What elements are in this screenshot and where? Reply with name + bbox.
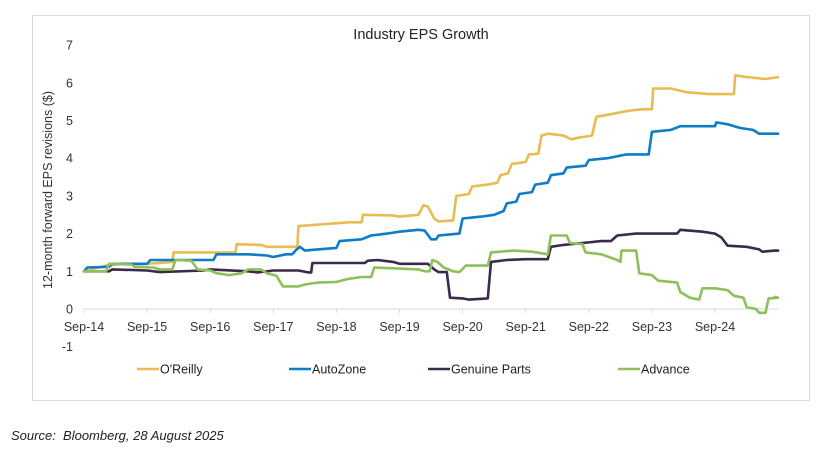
y-tick-label: 2 xyxy=(66,227,73,241)
series-line-genuine-parts xyxy=(82,228,780,301)
legend-item: Genuine Parts xyxy=(428,363,531,377)
legend-label: O'Reilly xyxy=(160,363,203,377)
x-tick-label: Sep-24 xyxy=(695,320,735,334)
legend: O'Reilly AutoZone Genuine Parts Advance xyxy=(137,363,690,377)
y-tick-label: 5 xyxy=(66,114,73,128)
x-tick-label: Sep-16 xyxy=(190,320,230,334)
x-tick-label: Sep-19 xyxy=(379,320,419,334)
legend-item: Advance xyxy=(618,363,690,377)
series-line-o-reilly xyxy=(82,74,780,273)
x-tick-label: Sep-21 xyxy=(506,320,546,334)
y-axis-ticks: -1 0 1 2 3 4 5 6 7 xyxy=(62,39,73,355)
y-axis-title: 12-month forward EPS revisions ($) xyxy=(41,91,55,289)
y-tick-label: -1 xyxy=(62,340,73,354)
legend-item: O'Reilly xyxy=(137,363,203,377)
legend-label: Genuine Parts xyxy=(451,363,531,377)
series-line-autozone xyxy=(82,121,780,273)
x-tick-label: Sep-18 xyxy=(316,320,356,334)
x-axis: Sep-14 Sep-15 Sep-16 Sep-17 Sep-18 Sep-19 Sep-… xyxy=(64,308,779,334)
y-tick-label: 7 xyxy=(66,39,73,53)
y-tick-label: 3 xyxy=(66,189,73,203)
x-tick-label: Sep-14 xyxy=(64,320,104,334)
y-tick-label: 6 xyxy=(66,76,73,90)
series-line-advance xyxy=(82,234,780,315)
chart-title: Industry EPS Growth xyxy=(353,27,488,43)
series-lines xyxy=(82,74,780,315)
x-tick-label: Sep-22 xyxy=(569,320,609,334)
source-note: Source: Bloomberg, 28 August 2025 xyxy=(11,428,224,443)
legend-label: AutoZone xyxy=(312,363,366,377)
x-tick-label: Sep-20 xyxy=(442,320,482,334)
legend-label: Advance xyxy=(641,363,690,377)
x-tick-label: Sep-17 xyxy=(253,320,293,334)
y-tick-label: 1 xyxy=(66,265,73,279)
y-tick-label: 4 xyxy=(66,152,73,166)
x-tick-label: Sep-15 xyxy=(127,320,167,334)
x-tick-label: Sep-23 xyxy=(632,320,672,334)
y-tick-label: 0 xyxy=(66,303,73,317)
legend-item: AutoZone xyxy=(289,363,366,377)
